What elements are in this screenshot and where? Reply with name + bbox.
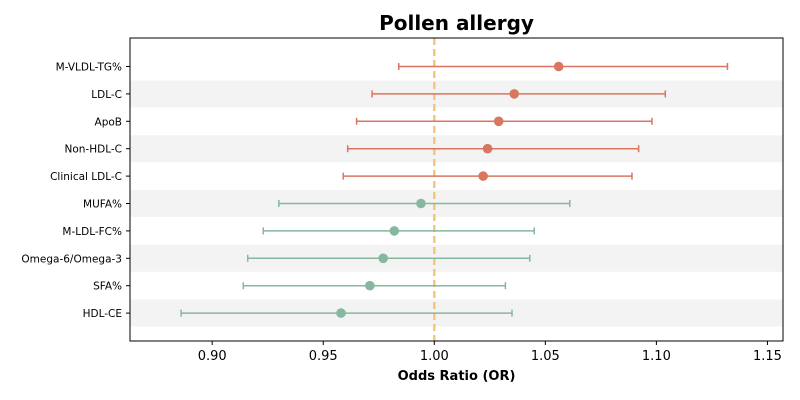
point-estimate — [416, 198, 426, 209]
x-axis: 0.90 0.95 1.00 1.05 1.10 1.15 — [198, 341, 782, 364]
y-tick-label: MUFA% — [83, 199, 122, 211]
y-tick-label: LDL-C — [91, 89, 122, 101]
estimate-row — [346, 143, 640, 154]
x-tick-label: 0.90 — [198, 349, 227, 364]
y-tick-label: ApoB — [95, 116, 122, 128]
y-tick-label: M-VLDL-TG% — [56, 62, 122, 74]
point-estimate — [553, 61, 564, 72]
estimate-row — [180, 308, 513, 318]
x-tick-label: 1.00 — [420, 349, 449, 364]
point-estimate — [389, 226, 400, 236]
point-estimate — [336, 308, 346, 318]
estimate-row — [242, 280, 507, 291]
y-tick-label: HDL-CE — [83, 308, 122, 320]
point-estimate — [365, 280, 375, 291]
estimate-row — [371, 89, 667, 99]
y-axis: M-VLDL-TG% LDL-C ApoB Non-HDL-C Clinical LDL… — [21, 62, 130, 320]
estimate-row — [342, 171, 633, 181]
point-estimate — [378, 253, 389, 264]
estimate-row — [262, 226, 535, 236]
x-tick-label: 1.05 — [531, 349, 560, 364]
estimate-row — [246, 253, 531, 264]
point-estimate — [493, 116, 504, 127]
estimate-row — [355, 116, 653, 127]
x-axis-label: Odds Ratio (OR) — [398, 369, 516, 384]
y-tick-label: M-LDL-FC% — [62, 226, 122, 238]
plot-frame — [129, 37, 784, 342]
chart-title: Pollen allergy — [379, 11, 534, 35]
y-tick-label: Clinical LDL-C — [50, 171, 122, 183]
point-estimate — [482, 143, 493, 154]
y-tick-label: Non-HDL-C — [65, 144, 123, 156]
estimate-row — [398, 61, 729, 72]
data-marks — [180, 61, 729, 318]
x-tick-label: 0.95 — [309, 349, 338, 364]
x-tick-label: 1.10 — [642, 349, 671, 364]
x-tick-label: 1.15 — [753, 349, 782, 364]
y-tick-label: SFA% — [93, 281, 122, 293]
estimate-row — [278, 198, 571, 209]
y-tick-label: Omega-6/Omega-3 — [21, 253, 122, 265]
point-estimate — [509, 89, 520, 99]
point-estimate — [478, 171, 488, 181]
